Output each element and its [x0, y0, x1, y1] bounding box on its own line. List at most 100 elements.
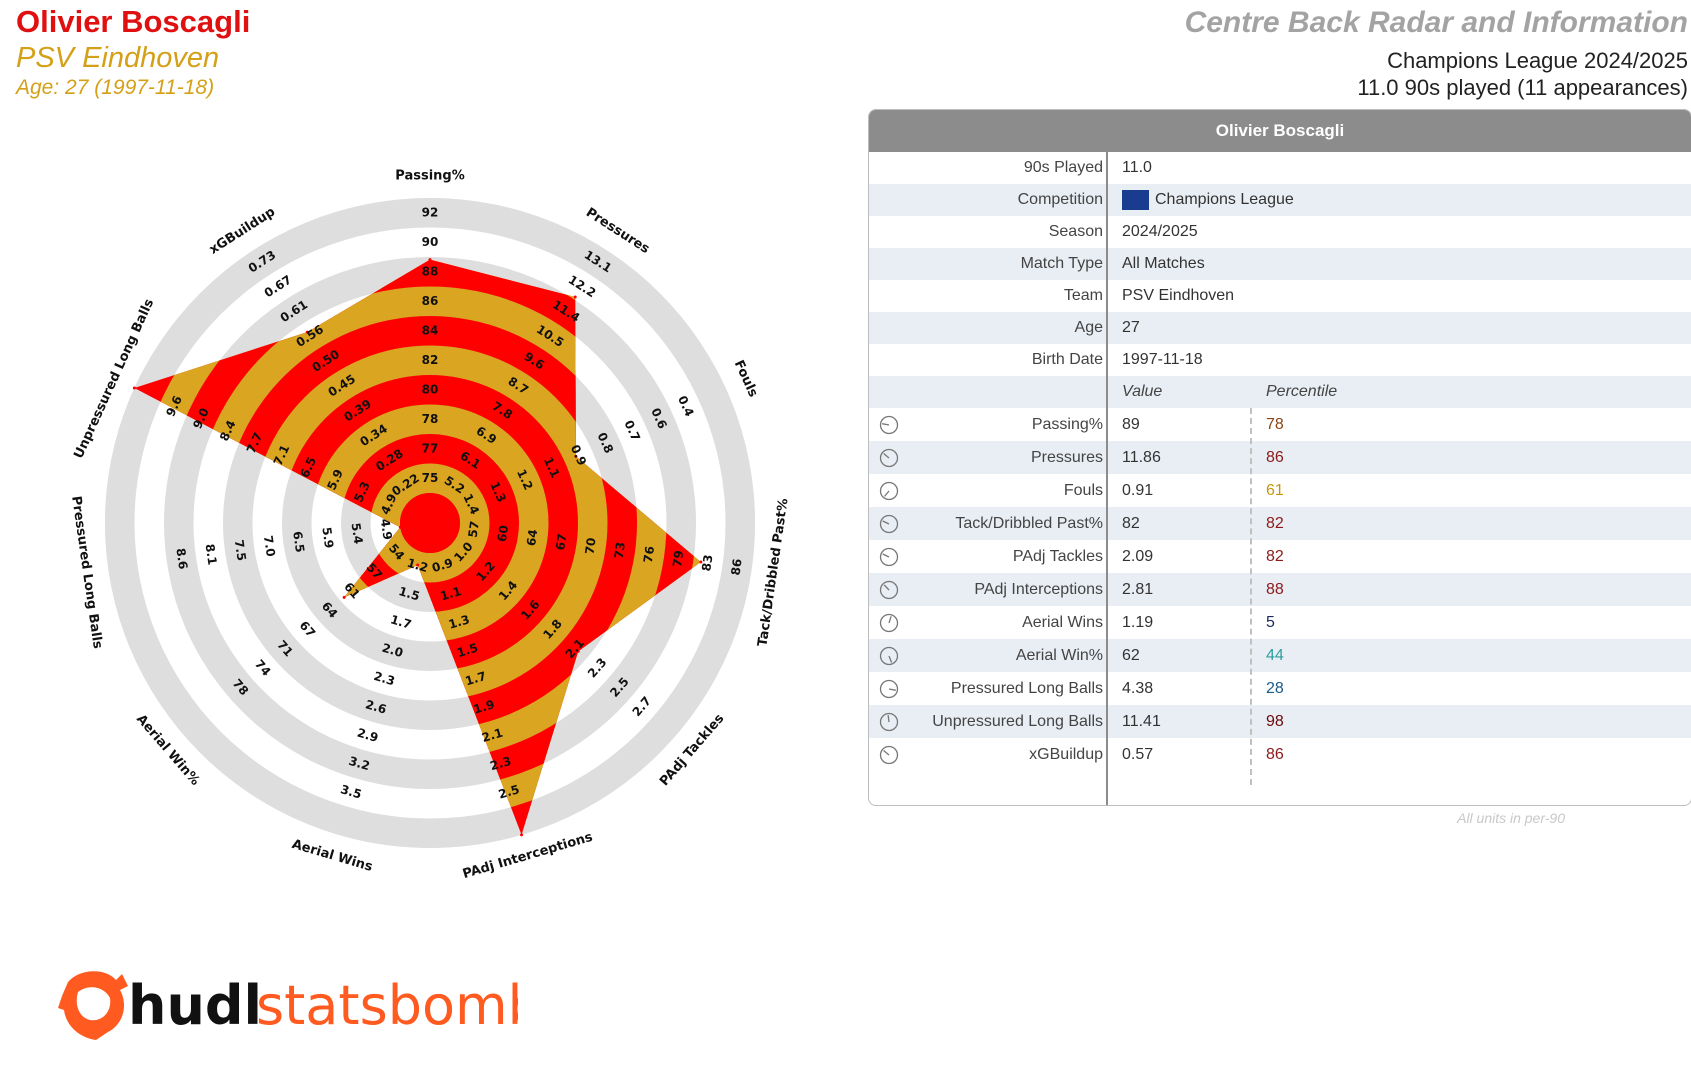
radar-vertex: [573, 295, 577, 299]
tick-label: 83: [699, 554, 715, 573]
stat-row: Unpressured Long Balls 11.41 98: [869, 705, 1691, 738]
tick-label: 8.1: [203, 543, 220, 566]
stat-label: xGBuildup: [1029, 746, 1103, 763]
info-row: Match Type All Matches: [869, 248, 1691, 280]
radar-vertex: [305, 330, 309, 334]
tick-label: 60: [495, 524, 511, 543]
tick-label: 1.7: [464, 669, 488, 688]
competition-line: Champions League 2024/2025: [1387, 48, 1688, 73]
percentile-gauge-icon: [879, 613, 899, 633]
tick-label: 7.0: [261, 535, 278, 558]
stat-row: Aerial Win% 62 44: [869, 639, 1691, 672]
axis-label: Tack/Dribbled Past%: [755, 497, 791, 647]
info-table: Olivier Boscagli 90s Played 11.0 Competiti…: [868, 109, 1691, 806]
tick-label: 1.2: [405, 556, 429, 575]
tick-label: 4.9: [378, 518, 395, 541]
stat-label: PAdj Interceptions: [974, 581, 1103, 598]
tick-label: 2.3: [372, 669, 396, 688]
info-label: Birth Date: [1031, 351, 1103, 368]
info-value: PSV Eindhoven: [1122, 280, 1234, 312]
info-value-text: 2024/2025: [1122, 223, 1198, 240]
percentile-gauge-icon: [879, 712, 899, 732]
tick-label: 3.2: [347, 754, 371, 773]
info-row: Team PSV Eindhoven: [869, 280, 1691, 312]
percentile-gauge-icon: [879, 745, 899, 765]
info-value: 11.0: [1122, 152, 1152, 184]
stat-percentile: 82: [1266, 548, 1284, 565]
stat-label: Tack/Dribbled Past%: [955, 515, 1103, 532]
tick-label: 1.7: [389, 612, 413, 631]
percentile-gauge-icon: [879, 679, 899, 699]
stat-label: Aerial Win%: [1015, 647, 1103, 664]
radar-vertex: [574, 454, 578, 458]
stat-percentile: 98: [1266, 713, 1284, 730]
dashed-divider: [1250, 408, 1252, 785]
tick-label: 79: [670, 549, 686, 568]
statsbomb-logo-icon: [58, 971, 128, 1040]
stat-percentile: 44: [1266, 647, 1284, 664]
played-line: 11.0 90s played (11 appearances): [1357, 75, 1688, 100]
eu-flag-icon: [1122, 189, 1149, 210]
radar-vertex: [576, 649, 580, 653]
info-value: 1997-11-18: [1122, 344, 1203, 376]
stat-label: Pressured Long Balls: [950, 680, 1103, 697]
percentile-gauge-icon: [879, 580, 899, 600]
page-title: Centre Back Radar and Information: [1184, 6, 1688, 39]
info-label: Age: [1074, 319, 1103, 336]
tick-label: 64: [524, 528, 540, 547]
radar-chart: 75777880828486889092Passing%5.26.16.97.8…: [68, 169, 791, 883]
stat-label: Passing%: [1031, 416, 1103, 433]
value-header: Value: [1122, 383, 1163, 400]
radar-vertex: [520, 833, 524, 837]
tick-label: 80: [422, 382, 439, 396]
tick-label: 2.5: [497, 782, 521, 801]
age-line: Age: 27 (1997-11-18): [16, 76, 215, 99]
stat-percentile: 61: [1266, 482, 1284, 499]
stat-row: PAdj Tackles 2.09 82: [869, 540, 1691, 573]
tick-label: 67: [553, 533, 569, 552]
radar-center: [400, 493, 460, 553]
info-value-text: All Matches: [1122, 255, 1205, 272]
tick-label: 76: [641, 545, 657, 564]
stat-row: Aerial Wins 1.19 5: [869, 606, 1691, 639]
tick-label: 78: [422, 412, 439, 426]
percentile-gauge-icon: [879, 481, 899, 501]
radar-vertex: [132, 386, 136, 390]
stat-percentile: 78: [1266, 416, 1284, 433]
axis-label: Passing%: [395, 169, 464, 184]
tick-label: 2.3: [488, 754, 512, 773]
info-row: Birth Date 1997-11-18: [869, 344, 1691, 376]
info-row: Age 27: [869, 312, 1691, 344]
tick-label: 73: [612, 541, 628, 560]
tick-label: 1.9: [472, 697, 496, 716]
info-value-text: 27: [1122, 319, 1140, 336]
stat-percentile: 88: [1266, 581, 1284, 598]
tick-label: 84: [422, 323, 439, 337]
stat-row: Fouls 0.91 61: [869, 474, 1691, 507]
tick-label: 1.3: [447, 612, 471, 631]
info-value: Champions League: [1122, 184, 1294, 216]
stat-value: 4.38: [1122, 680, 1154, 697]
tick-label: 7.5: [232, 539, 249, 562]
percentile-gauge-icon: [879, 448, 899, 468]
stat-row: Passing% 89 78: [869, 408, 1691, 441]
info-value-text: PSV Eindhoven: [1122, 287, 1235, 304]
stats-subheader: Value Percentile: [869, 376, 1691, 408]
tick-label: 0.9: [430, 556, 454, 575]
column-divider: [1106, 152, 1108, 805]
tick-label: 57: [466, 520, 482, 539]
stat-value: 2.09: [1122, 548, 1154, 565]
info-value: 27: [1122, 312, 1140, 344]
tick-label: 86: [422, 294, 439, 308]
info-value-text: 11.0: [1122, 159, 1152, 176]
tick-label: 77: [422, 441, 439, 455]
tick-label: 88: [422, 264, 439, 278]
percentile-header: Percentile: [1266, 383, 1338, 400]
stat-percentile: 5: [1266, 614, 1275, 631]
percentile-gauge-icon: [879, 415, 899, 435]
stat-value: 11.86: [1122, 449, 1161, 466]
stat-value: 2.81: [1122, 581, 1154, 598]
info-row: 90s Played 11.0: [869, 152, 1691, 184]
radar-vertex: [428, 258, 432, 262]
tick-label: 2.0: [380, 641, 404, 660]
